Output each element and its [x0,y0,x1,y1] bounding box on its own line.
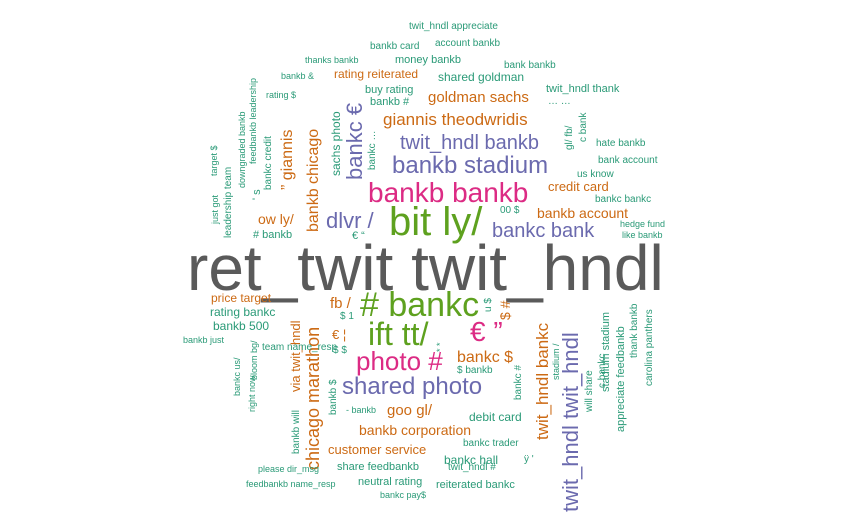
cloud-word: credit card [548,179,609,194]
cloud-word: reiterated bankc [436,479,515,491]
cloud-word: bit ly/ [389,200,483,244]
cloud-word: share feedbankb [337,461,419,473]
cloud-word: ift tt/ [368,316,429,352]
cloud-word: $ $ [333,345,347,356]
cloud-word: twit_hndl bankb [400,132,539,154]
cloud-word: bankb account [537,205,629,221]
cloud-word: bankc us/ [232,357,242,396]
cloud-word: € ” [470,316,503,347]
cloud-word: bankc bankc [595,194,652,205]
cloud-word: target $ [209,145,219,176]
cloud-word: buy rating [365,84,414,96]
cloud-word: bank bankb [504,60,556,71]
cloud-word: ow ly/ [258,211,294,227]
cloud-word: price target [211,291,272,305]
cloud-word: hate bankb [596,138,646,149]
cloud-word: team name_resp [262,342,338,353]
cloud-word: stadium stadium [600,311,612,392]
cloud-word: rating reiterated [334,67,419,81]
cloud-word: bankb card [370,41,420,52]
cloud-word: - bankb [346,405,377,415]
cloud-word: ' s [251,189,263,200]
cloud-word: gl/ fb/ [564,125,575,150]
cloud-word: bankc $ [457,349,514,366]
cloud-word: bankc trader [463,438,519,449]
cloud-word: thank bankb [629,303,640,359]
cloud-word: customer service [328,442,427,457]
cloud-word: right now [247,375,257,412]
cloud-word: dlvr / [326,208,374,233]
cloud-word: bankb corporation [359,422,472,438]
cloud-word: € ¦ [332,327,347,342]
cloud-word: $ bankb [457,365,493,376]
cloud-word: bankc € [342,102,367,180]
cloud-word: us know [577,169,614,180]
cloud-word: rating $ [266,90,297,100]
cloud-word: bloom bg/ [249,340,259,380]
cloud-word: bankb # [370,96,410,108]
cloud-word: $ # [497,300,513,320]
cloud-word: downgraded bankb [237,111,247,188]
cloud-word: stadium / [551,343,561,380]
cloud-word: hedge fund [620,219,666,229]
cloud-word: bankc hall [444,453,499,467]
cloud-word: please dir_msg [258,464,320,474]
cloud-word: shared goldman [438,70,525,84]
cloud-word: bankb chicago [305,128,322,232]
cloud-word: twit_hndl # [448,462,496,473]
cloud-word: giannis theodwridis [383,110,528,129]
cloud-word: ” giannis [279,129,296,190]
cloud-word: thanks bankb [305,55,359,65]
cloud-word: ÿ ' [524,454,534,465]
cloud-word: bankb will [291,410,302,454]
cloud-word: feedbankb name_resp [246,479,336,489]
cloud-word: … … [548,96,571,107]
cloud-word: bankc pay$ [380,490,427,500]
cloud-word: neutral rating [358,476,423,488]
cloud-word: bankb & [281,71,315,81]
cloud-word: appreciate feedbankb [615,326,627,432]
cloud-word: $ 1 [340,311,354,322]
cloud-word: c bank [578,112,589,142]
cloud-word: 00 $ [500,205,520,216]
cloud-word: twit_hndl twit_hndl [558,332,583,512]
cloud-word: goo gl/ [387,402,433,419]
cloud-word: ret_twit twit_hndl [187,232,664,304]
cloud-word: fb / [330,295,351,312]
cloud-word: rating bankc [210,305,276,319]
cloud-word: bankb bankb [368,177,529,208]
cloud-word: bankc # [513,364,524,400]
cloud-word: photo # [356,346,443,376]
cloud-word: debit card [469,410,522,424]
cloud-word: like bankb [622,230,663,240]
cloud-word: money bankb [395,54,462,66]
cloud-word: sachs photo [329,111,343,176]
cloud-word: bankc credit [263,136,274,190]
cloud-word: bankb 500 [213,319,270,333]
cloud-word: goldman sachs [428,89,529,106]
cloud-word: will share [584,370,595,412]
cloud-word: * * [435,342,445,352]
cloud-word: bankc … [367,130,378,170]
cloud-word: twit_hndl thank [546,83,620,95]
cloud-word: € “ [352,230,365,242]
cloud-word: # bankb [253,229,293,241]
cloud-word: just got [210,194,220,224]
cloud-word: carolina panthers [644,309,655,386]
cloud-word: bankb stadium [392,152,549,179]
cloud-word: bankb just [183,335,225,345]
cloud-word: bankb $ [328,379,339,415]
cloud-word: account bankb [435,38,501,49]
cloud-word: twit_hndl bankc [533,322,552,440]
cloud-word: feedbankb leadership [248,77,258,164]
cloud-word: # bankc [360,286,480,324]
cloud-word: leadership team [223,166,234,238]
cloud-word: u $ [483,298,494,312]
cloud-word: shared photo [342,373,483,400]
cloud-word: bank account [598,155,658,166]
cloud-word: twit_hndl appreciate [409,21,498,32]
cloud-word: via twit_hndl [288,320,303,392]
cloud-word: bankc bank [492,220,595,242]
